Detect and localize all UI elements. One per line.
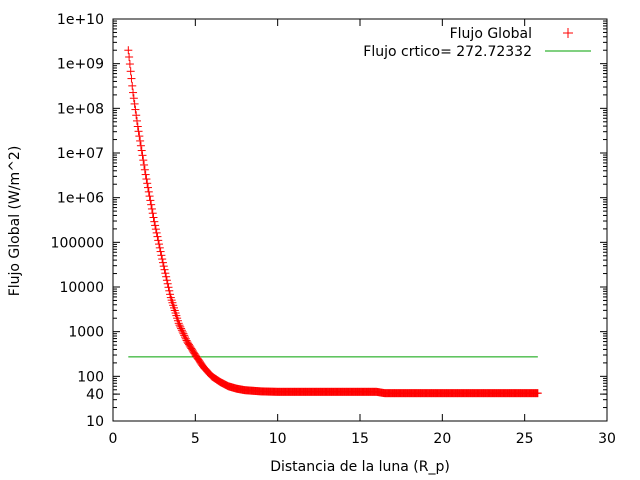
data-point xyxy=(166,290,175,299)
data-point xyxy=(165,286,174,295)
x-tick-label: 5 xyxy=(191,431,200,447)
data-point xyxy=(155,243,164,252)
y-tick-label: 10 xyxy=(86,414,104,430)
data-point xyxy=(160,265,169,274)
y-tick-label: 1e+10 xyxy=(57,12,104,28)
y-tick-label: 100 xyxy=(77,369,104,385)
data-point xyxy=(157,251,166,260)
data-point xyxy=(131,105,140,114)
data-point xyxy=(178,327,187,336)
data-point xyxy=(144,187,153,196)
data-point xyxy=(134,127,143,136)
legend-label-critical-flux: Flujo crtico= 272.72332 xyxy=(363,44,532,60)
data-point xyxy=(130,99,139,108)
data-point xyxy=(141,170,150,179)
data-point xyxy=(151,221,160,230)
data-point xyxy=(136,136,145,145)
data-point xyxy=(126,67,135,76)
data-point xyxy=(135,132,144,141)
data-point xyxy=(146,196,155,205)
data-point xyxy=(162,272,171,281)
data-point xyxy=(148,209,157,218)
data-point xyxy=(150,217,159,226)
data-point xyxy=(181,334,190,343)
y-tick-label: 1e+06 xyxy=(57,191,104,207)
data-point xyxy=(137,146,146,155)
x-tick-labels: 0 5 10 15 20 25 30 xyxy=(109,431,616,447)
data-point xyxy=(158,255,167,264)
data-point xyxy=(174,319,183,328)
data-point xyxy=(132,116,141,125)
data-point xyxy=(143,179,152,188)
x-axis-title: Distancia de la luna (R_p) xyxy=(270,459,450,475)
data-point xyxy=(161,269,170,278)
data-point xyxy=(129,94,138,103)
data-point xyxy=(533,389,542,398)
legend-label-global-flux: Flujo Global xyxy=(450,26,532,42)
y-tick-label: 100000 xyxy=(51,235,104,251)
data-point xyxy=(156,247,165,256)
data-point xyxy=(125,52,134,61)
data-point xyxy=(124,46,133,55)
y-tick-label: 1e+08 xyxy=(57,101,104,117)
axis-ticks xyxy=(112,18,608,422)
data-point xyxy=(145,192,154,201)
x-tick-label: 0 xyxy=(109,431,118,447)
data-point xyxy=(139,156,148,165)
data-point xyxy=(155,240,164,249)
data-point xyxy=(149,213,158,222)
data-point xyxy=(127,74,136,83)
legend: Flujo Global Flujo crtico= 272.72332 xyxy=(363,26,591,60)
data-point xyxy=(177,324,186,333)
data-point xyxy=(154,236,163,245)
data-point xyxy=(175,321,184,330)
data-point xyxy=(129,88,138,97)
data-point xyxy=(179,329,188,338)
x-tick-label: 20 xyxy=(433,431,451,447)
data-point xyxy=(128,81,137,90)
data-point xyxy=(152,228,161,237)
legend-marker-global-flux xyxy=(563,28,573,38)
data-point xyxy=(151,225,160,234)
data-point xyxy=(125,60,134,69)
data-point xyxy=(176,322,185,331)
data-point xyxy=(158,258,167,267)
data-point xyxy=(132,111,141,120)
data-point xyxy=(138,151,147,160)
y-tick-label: 1e+09 xyxy=(57,57,104,73)
y-tick-label: 40 xyxy=(86,387,104,403)
x-tick-label: 30 xyxy=(598,431,616,447)
y-tick-labels: 10 40 100 1000 10000 100000 1e+06 1e+07 1e+08 1e+… xyxy=(51,12,105,430)
data-point xyxy=(162,276,171,285)
data-point xyxy=(147,200,156,209)
data-point xyxy=(180,331,189,340)
data-point xyxy=(142,175,151,184)
data-point xyxy=(136,141,145,150)
data-point xyxy=(133,122,142,131)
data-point xyxy=(153,232,162,241)
y-tick-label: 1000 xyxy=(68,325,104,341)
global-flux-series xyxy=(124,46,542,398)
data-point xyxy=(140,165,149,174)
data-point xyxy=(140,160,149,169)
data-point xyxy=(147,204,156,213)
x-tick-label: 10 xyxy=(269,431,287,447)
x-tick-label: 25 xyxy=(516,431,534,447)
y-axis-title: Flujo Global (W/m^2) xyxy=(7,146,23,297)
data-point xyxy=(163,279,172,288)
plot-frame xyxy=(112,18,608,422)
y-tick-label: 1e+07 xyxy=(57,146,104,162)
data-point xyxy=(164,283,173,292)
data-point xyxy=(177,326,186,335)
x-tick-label: 15 xyxy=(351,431,369,447)
data-point xyxy=(181,333,190,342)
data-point xyxy=(144,183,153,192)
data-point xyxy=(159,262,168,271)
y-tick-label: 10000 xyxy=(59,280,104,296)
